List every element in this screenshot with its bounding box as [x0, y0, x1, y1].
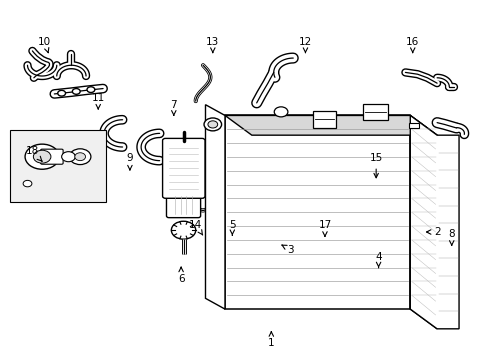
Text: 9: 9: [126, 153, 133, 170]
FancyBboxPatch shape: [313, 111, 335, 128]
Text: 4: 4: [374, 252, 381, 268]
Text: 14: 14: [189, 220, 202, 235]
Circle shape: [25, 144, 59, 169]
Text: 2: 2: [426, 227, 440, 237]
Circle shape: [69, 149, 91, 165]
Text: 13: 13: [206, 37, 219, 53]
Text: 17: 17: [318, 220, 331, 236]
Text: 15: 15: [369, 153, 382, 178]
Text: 11: 11: [91, 93, 104, 109]
FancyBboxPatch shape: [363, 104, 387, 121]
Text: 8: 8: [447, 229, 454, 245]
Circle shape: [274, 107, 287, 117]
FancyBboxPatch shape: [41, 149, 63, 164]
Polygon shape: [409, 116, 458, 329]
Text: 12: 12: [298, 37, 311, 53]
Polygon shape: [224, 116, 436, 135]
Circle shape: [72, 89, 80, 94]
Circle shape: [61, 152, 75, 162]
Polygon shape: [224, 116, 409, 309]
Text: 7: 7: [170, 100, 177, 116]
Circle shape: [23, 180, 32, 187]
Text: 6: 6: [178, 267, 184, 284]
Text: 10: 10: [38, 37, 51, 53]
FancyBboxPatch shape: [166, 193, 200, 218]
Circle shape: [171, 221, 195, 239]
Text: 5: 5: [228, 220, 235, 235]
Bar: [10, 130, 105, 202]
FancyBboxPatch shape: [162, 138, 204, 198]
Text: 3: 3: [282, 245, 294, 255]
Circle shape: [207, 121, 217, 128]
Circle shape: [75, 153, 85, 161]
Text: 16: 16: [405, 37, 419, 53]
Polygon shape: [409, 116, 436, 329]
Circle shape: [203, 118, 221, 131]
Text: 1: 1: [267, 332, 274, 348]
Circle shape: [87, 87, 95, 93]
Circle shape: [58, 90, 65, 96]
Bar: [408, 123, 418, 128]
Circle shape: [33, 150, 51, 163]
Text: 18: 18: [26, 146, 42, 161]
Polygon shape: [205, 105, 224, 309]
